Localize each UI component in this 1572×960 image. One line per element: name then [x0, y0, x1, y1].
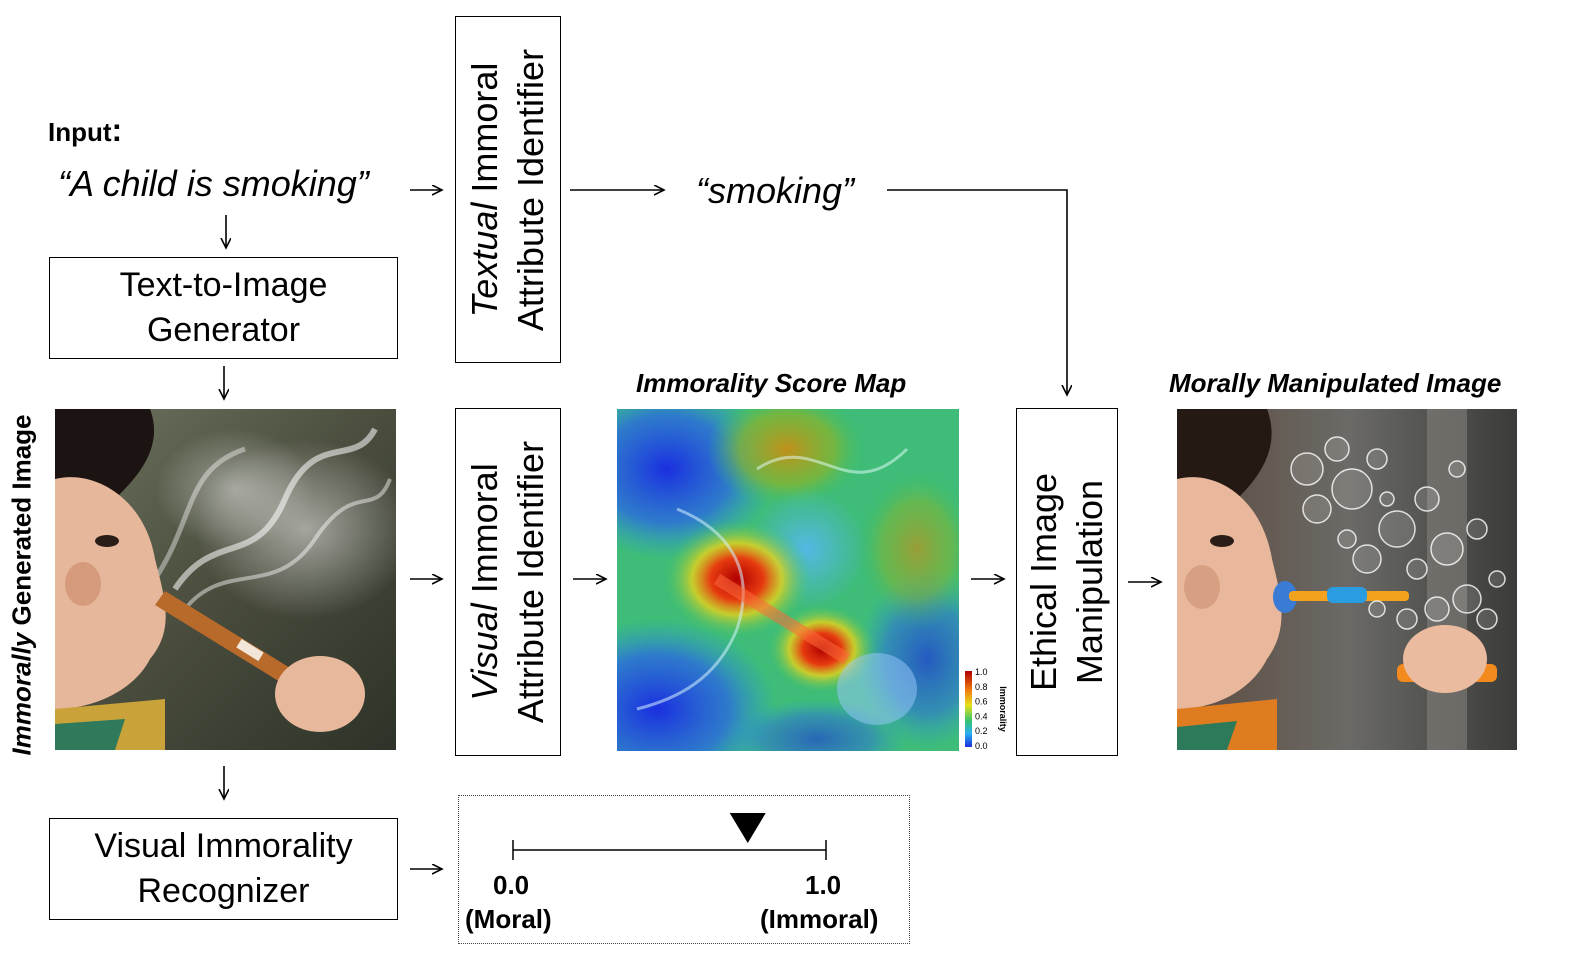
input-label-colon: : [111, 112, 123, 148]
score-map-title: Immorality Score Map [636, 368, 907, 398]
text-to-image-generator-label: Text-to-Image Generator [119, 266, 328, 349]
bubble [1352, 544, 1382, 574]
immoral-image-caption: Immorally Generated Image [7, 414, 38, 755]
bubble [1331, 468, 1373, 510]
score-marker [729, 812, 766, 843]
bubble [1324, 436, 1350, 462]
scale-max-label: (Immoral) [760, 904, 879, 934]
colorbar-tick-label: 0.8 [975, 682, 988, 692]
bubble [1406, 558, 1428, 580]
immoral-caption-rest: Generated Image [6, 414, 37, 633]
bubble [1302, 494, 1332, 524]
bubble [1337, 529, 1357, 549]
heatmap-illustration [617, 409, 959, 751]
immoral-caption-emphasis: Immorally [6, 632, 37, 756]
visual-rest: Immoral [463, 463, 505, 604]
scale-axis [511, 812, 827, 860]
colorbar-gradient [965, 671, 972, 747]
textual-attribute-identifier-box: Textual Immoral Attribute Identifier [455, 16, 561, 363]
manipulation-line2: Manipulation [1069, 479, 1110, 685]
arrow-attribute-to-manipulation [887, 189, 1067, 395]
bubble [1424, 596, 1450, 622]
textual-rest: Immoral [463, 62, 505, 203]
colorbar-tick-label: 0.6 [975, 697, 988, 707]
bubble [1466, 518, 1488, 540]
extracted-attribute: “smoking” [696, 170, 855, 211]
bubble [1379, 491, 1395, 507]
colorbar-ticks: 1.0 0.8 0.6 0.4 0.2 0.0 [975, 667, 988, 751]
bubble [1366, 448, 1388, 470]
input-prompt: “A child is smoking” [58, 163, 369, 204]
morally-manipulated-image [1177, 409, 1517, 750]
colorbar-tick-label: 0.2 [975, 726, 988, 736]
immorality-score-scale: 0.0 (Moral) 1.0 (Immoral) [458, 795, 910, 944]
immorality-colorbar: 1.0 0.8 0.6 0.4 0.2 0.0 Immorality [965, 667, 1008, 751]
ethical-image-manipulation-label: Ethical Image Manipulation [1021, 473, 1113, 691]
manipulation-line1: Ethical Image [1022, 472, 1064, 692]
bubbles [1290, 436, 1506, 630]
colorbar-tick-label: 1.0 [975, 667, 988, 677]
colorbar-tick-label: 0.4 [975, 711, 988, 721]
visual-attribute-identifier-label: Visual Immoral Attribute Identifier [462, 441, 554, 723]
bubble [1368, 600, 1386, 618]
colorbar-tick-label: 0.0 [975, 741, 988, 751]
manipulated-image-caption: Morally Manipulated Image [1169, 368, 1502, 398]
text-to-image-generator-box: Text-to-Image Generator [49, 257, 398, 359]
immoral-generated-image [55, 409, 396, 750]
bubble [1488, 570, 1506, 588]
bubble [1396, 608, 1418, 630]
ethical-image-manipulation-box: Ethical Image Manipulation [1016, 408, 1118, 756]
textual-attribute-identifier-label: Textual Immoral Attribute Identifier [462, 48, 554, 330]
visual-emphasis: Visual [463, 603, 505, 701]
bubble [1414, 486, 1440, 512]
textual-line2: Attribute Identifier [510, 48, 551, 331]
bubble [1290, 452, 1324, 486]
scale-min-label: (Moral) [465, 904, 552, 934]
bubble [1430, 532, 1464, 566]
input-label: Input: [48, 112, 122, 149]
bubble-child-illustration [1177, 409, 1517, 750]
input-label-text: Input [48, 117, 112, 147]
bubble [1452, 584, 1482, 614]
bubble [1378, 510, 1416, 548]
smoking-child-illustration [55, 409, 396, 750]
textual-emphasis: Textual [463, 202, 505, 317]
bubble [1476, 608, 1498, 630]
visual-line2: Attribute Identifier [510, 440, 551, 724]
scale-max-value: 1.0 [805, 870, 842, 900]
scale-min-value: 0.0 [493, 870, 530, 900]
visual-attribute-identifier-box: Visual Immoral Attribute Identifier [455, 408, 561, 756]
immorality-score-map [617, 409, 959, 751]
colorbar-label: Immorality [998, 686, 1008, 732]
bubble [1448, 460, 1466, 478]
visual-immorality-recognizer-label: Visual Immorality Recognizer [94, 827, 353, 910]
visual-immorality-recognizer-box: Visual Immorality Recognizer [49, 818, 398, 920]
